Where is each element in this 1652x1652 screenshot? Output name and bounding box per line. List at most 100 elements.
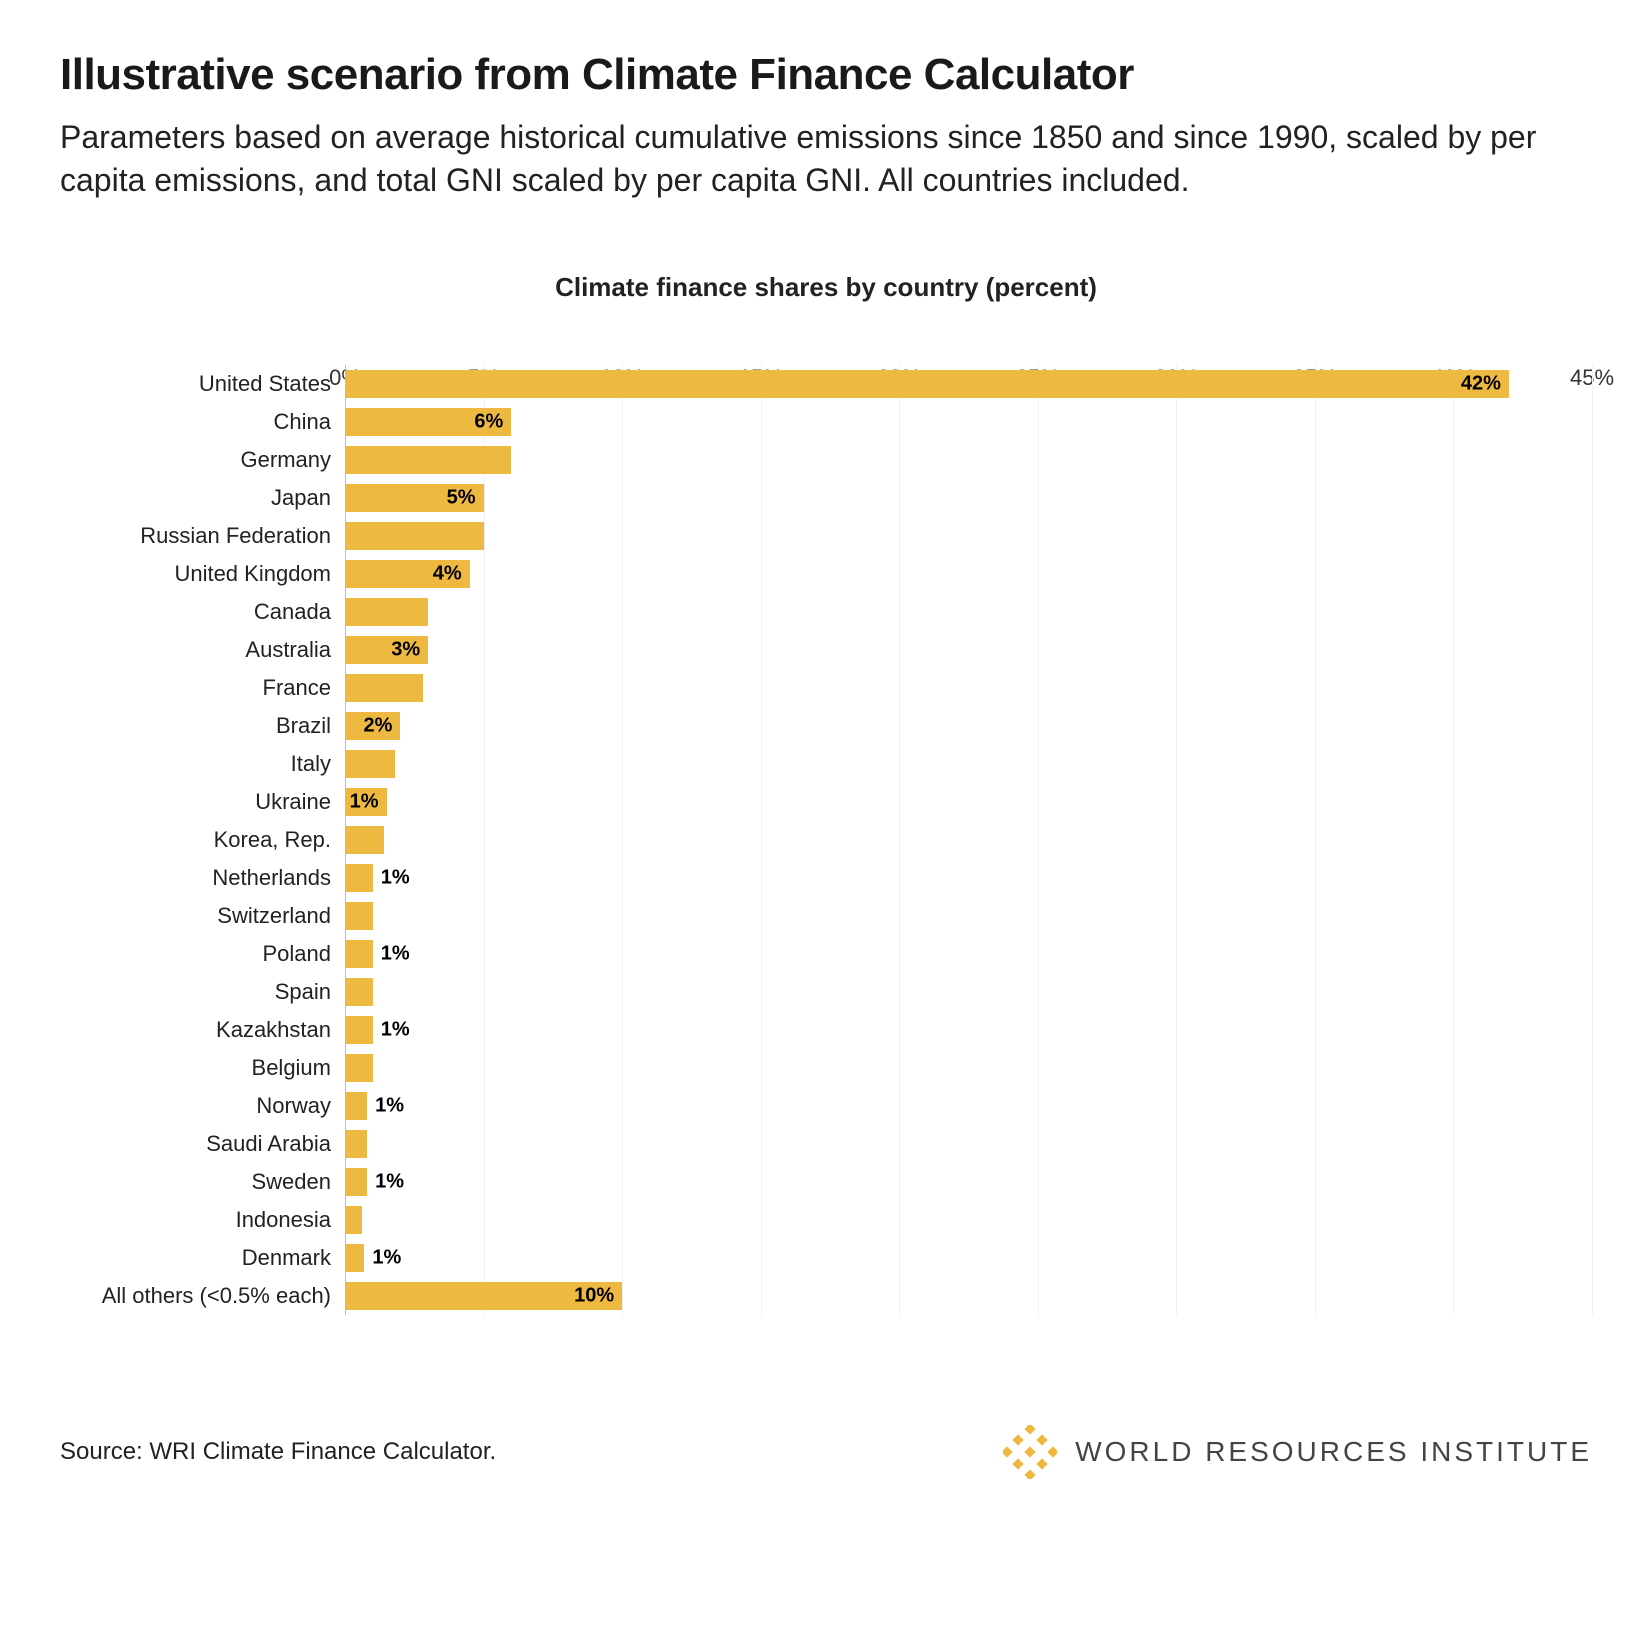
bar-row: Netherlands1% [60,859,1592,897]
row-label: Sweden [60,1169,345,1195]
row-label: Belgium [60,1055,345,1081]
bar [345,1206,362,1234]
bar-value-label: 1% [375,1171,404,1194]
wri-logo-icon [1003,1425,1057,1479]
row-plot [345,669,1592,707]
row-label: United Kingdom [60,561,345,587]
row-plot [345,973,1592,1011]
bar [345,1092,367,1120]
chart-card: Illustrative scenario from Climate Finan… [0,0,1652,1519]
row-label: China [60,409,345,435]
bar-row: France [60,669,1592,707]
bar-row: Ukraine1% [60,783,1592,821]
bar-row: Denmark1% [60,1239,1592,1277]
bar-row: Korea, Rep. [60,821,1592,859]
row-plot: 1% [345,1163,1592,1201]
bar-row: Canada [60,593,1592,631]
bar [345,598,428,626]
row-plot [345,593,1592,631]
x-axis: 0%5%10%15%20%25%30%35%40%45% [60,331,1592,365]
row-plot [345,441,1592,479]
row-plot [345,745,1592,783]
bar-row: Saudi Arabia [60,1125,1592,1163]
row-label: Norway [60,1093,345,1119]
bar [345,902,373,930]
row-plot: 1% [345,1087,1592,1125]
bar-row: Kazakhstan 1% [60,1011,1592,1049]
bar-value-label: 1% [350,791,379,814]
row-label: Denmark [60,1245,345,1271]
bar [345,750,395,778]
bar-row: All others (<0.5% each)10% [60,1277,1592,1315]
row-label: Spain [60,979,345,1005]
bar-row: Norway1% [60,1087,1592,1125]
bar-row: United States42% [60,365,1592,403]
bar-value-label: 1% [381,867,410,890]
row-label: United States [60,371,345,397]
bar-value-label: 2% [364,715,393,738]
row-plot: 2% [345,707,1592,745]
bar-chart: 0%5%10%15%20%25%30%35%40%45% United Stat… [60,331,1592,1315]
brand: WORLD RESOURCES INSTITUTE [1003,1425,1592,1479]
bar-row: Switzerland [60,897,1592,935]
bar-row: Germany [60,441,1592,479]
bar [345,1130,367,1158]
bar-row: China 6% [60,403,1592,441]
row-plot: 1% [345,1239,1592,1277]
row-label: Canada [60,599,345,625]
row-label: Saudi Arabia [60,1131,345,1157]
bar-row: United Kingdom 4% [60,555,1592,593]
row-label: Ukraine [60,789,345,815]
row-plot [345,1125,1592,1163]
bar-row: Sweden 1% [60,1163,1592,1201]
row-label: Kazakhstan [60,1017,345,1043]
bar [345,1054,373,1082]
row-plot: 1% [345,935,1592,973]
bar-value-label: 5% [447,487,476,510]
row-label: Indonesia [60,1207,345,1233]
bar-row: Belgium [60,1049,1592,1087]
bar-row: Russian Federation [60,517,1592,555]
bar-value-label: 3% [391,639,420,662]
chart-area: Climate finance shares by country (perce… [60,272,1592,1315]
bar [345,1016,373,1044]
row-label: Australia [60,637,345,663]
row-plot: 4% [345,555,1592,593]
bar-row: Australia 3% [60,631,1592,669]
bar-row: Poland1% [60,935,1592,973]
row-plot: 3% [345,631,1592,669]
source-text: Source: WRI Climate Finance Calculator. [60,1438,496,1466]
chart-rows: United States42%China6%GermanyJapan5%Rus… [60,365,1592,1315]
bar-value-label: 1% [381,943,410,966]
bar-value-label: 1% [381,1019,410,1042]
chart-footer: Source: WRI Climate Finance Calculator. [60,1425,1592,1479]
row-plot: 5% [345,479,1592,517]
bar [345,522,484,550]
row-label: Italy [60,751,345,777]
row-label: Russian Federation [60,523,345,549]
row-plot: 1% [345,859,1592,897]
bar-row: Italy [60,745,1592,783]
row-plot: 10% [345,1277,1592,1315]
bar-value-label: 10% [574,1285,614,1308]
gridline [1592,365,1593,1315]
bar [345,826,384,854]
row-plot: 6% [345,403,1592,441]
chart-subtitle: Parameters based on average historical c… [60,116,1560,202]
row-plot [345,821,1592,859]
row-plot [345,1049,1592,1087]
bar [345,446,511,474]
row-plot [345,1201,1592,1239]
bar [345,1168,367,1196]
bar-value-label: 6% [474,411,503,434]
bar [345,978,373,1006]
bar [345,940,373,968]
bar-value-label: 4% [433,563,462,586]
bar-row: Spain [60,973,1592,1011]
row-label: France [60,675,345,701]
bar [345,1244,364,1272]
row-label: Brazil [60,713,345,739]
row-plot: 42% [345,365,1592,403]
brand-text: WORLD RESOURCES INSTITUTE [1075,1436,1592,1468]
bar [345,674,423,702]
